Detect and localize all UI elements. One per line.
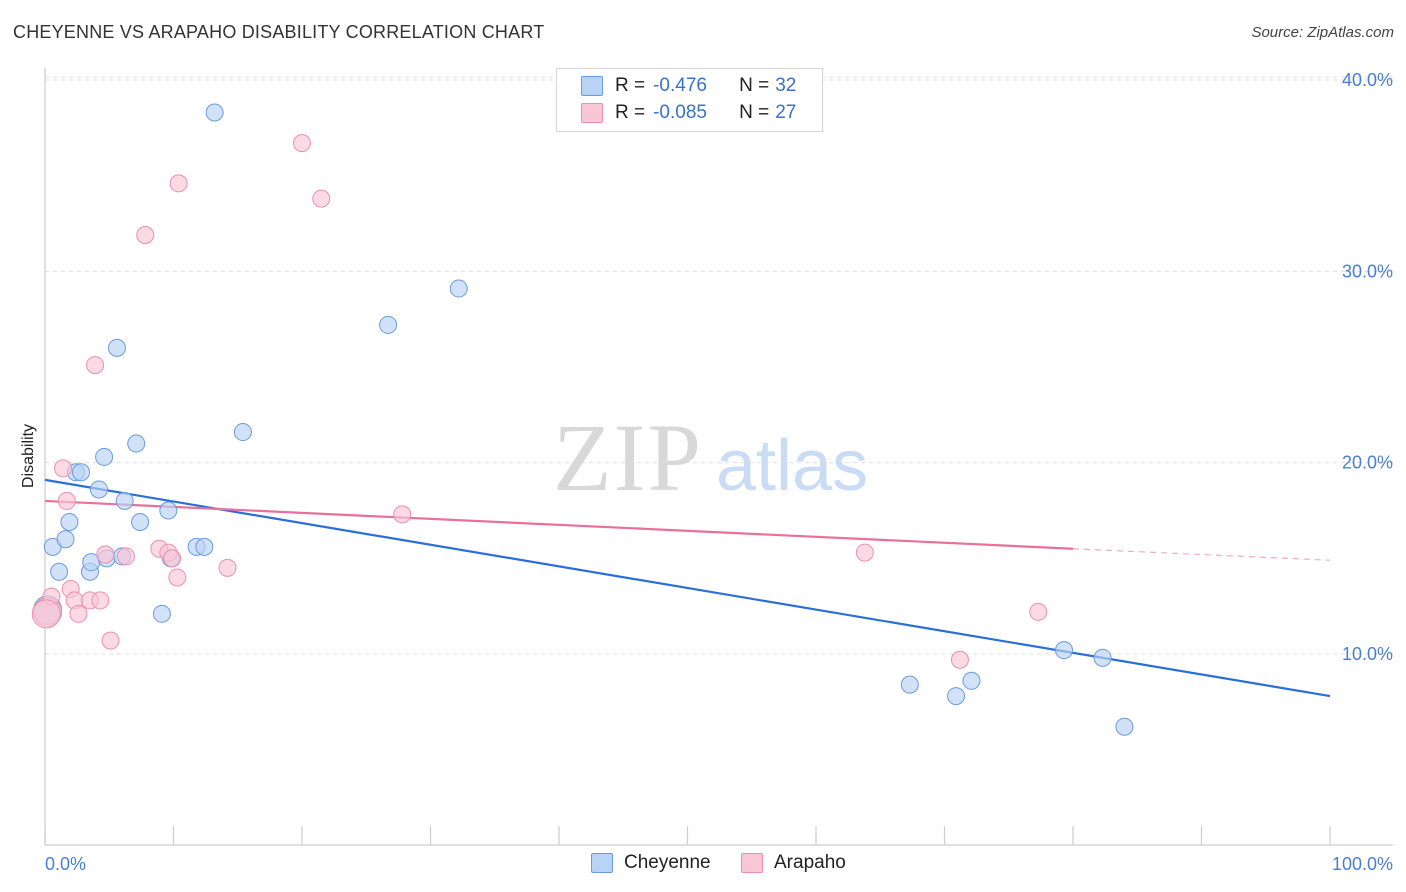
bottom-legend-arapaho-label: Arapaho <box>774 852 846 873</box>
legend-r-label: R = <box>615 102 646 123</box>
watermark: ZIP atlas <box>553 404 868 511</box>
legend-row-arapaho: R = -0.085 N = 27 <box>581 101 796 125</box>
watermark-zip: ZIP <box>553 404 703 511</box>
bottom-legend: Cheyenne Arapaho <box>0 852 1406 878</box>
legend-n-label: N = <box>739 102 770 123</box>
x-tick-label-right: 100.0% <box>1332 854 1393 874</box>
arapaho-swatch <box>741 853 763 873</box>
legend-row-cheyenne: R = -0.476 N = 32 <box>581 74 796 98</box>
cheyenne-point <box>56 530 75 549</box>
cheyenne-point <box>152 604 171 623</box>
label-layer: 10.0% 20.0% 30.0% 40.0% 0.0% 100.0% <box>45 70 1393 874</box>
y-tick-label: 10.0% <box>1342 644 1393 664</box>
arapaho-point <box>57 491 76 510</box>
cheyenne-point <box>127 434 146 453</box>
cheyenne-point <box>962 671 981 690</box>
arapaho-point <box>168 568 187 587</box>
arapaho-point <box>96 545 115 564</box>
cheyenne-point <box>233 423 252 442</box>
arapaho-point <box>393 505 412 524</box>
bottom-legend-arapaho: Arapaho <box>741 852 846 874</box>
x-tick-label-left: 0.0% <box>45 854 86 874</box>
cheyenne-point <box>71 463 90 482</box>
arapaho-point <box>116 547 135 566</box>
source-label: Source: ZipAtlas.com <box>1251 24 1394 41</box>
bottom-legend-cheyenne-label: Cheyenne <box>624 852 711 873</box>
legend-r-value: -0.085 <box>653 102 707 123</box>
arapaho-point <box>312 189 331 208</box>
cheyenne-point <box>159 501 178 520</box>
bottom-legend-cheyenne: Cheyenne <box>591 852 711 874</box>
cheyenne-point <box>1093 648 1112 667</box>
arapaho-point <box>169 174 188 193</box>
arapaho-point <box>31 599 61 629</box>
arapaho-point <box>950 650 969 669</box>
cheyenne-point <box>107 338 126 357</box>
cheyenne-point <box>60 512 79 531</box>
cheyenne-point <box>900 675 919 694</box>
chart-title: CHEYENNE VS ARAPAHO DISABILITY CORRELATI… <box>13 22 545 42</box>
arapaho-point <box>163 549 182 568</box>
y-axis-label: Disability <box>20 424 37 488</box>
cheyenne-point <box>195 537 214 556</box>
arapaho-point <box>86 356 105 375</box>
legend-r-value: -0.476 <box>653 75 707 96</box>
legend-r-label: R = <box>615 75 646 96</box>
points-layer <box>31 103 1134 736</box>
arapaho-point <box>69 604 88 623</box>
legend: R = -0.476 N = 32 R = -0.085 N = 27 <box>556 68 823 132</box>
legend-n-value: 32 <box>775 75 797 96</box>
watermark-atlas: atlas <box>716 426 868 506</box>
cheyenne-point <box>115 491 134 510</box>
arapaho-point <box>1029 602 1048 621</box>
cheyenne-trend-line <box>44 478 1331 698</box>
cheyenne-point <box>205 103 224 122</box>
arapaho-swatch <box>581 103 603 123</box>
arapaho-point <box>218 558 237 577</box>
cheyenne-point <box>1115 717 1134 736</box>
arapaho-point <box>136 225 155 244</box>
grid-layer <box>45 76 1393 655</box>
cheyenne-point <box>95 447 114 466</box>
y-tick-label: 20.0% <box>1342 453 1393 473</box>
cheyenne-swatch <box>591 853 613 873</box>
legend-n-value: 27 <box>775 102 797 123</box>
cheyenne-point <box>50 562 69 581</box>
arapaho-point <box>91 591 110 610</box>
cheyenne-point <box>379 315 398 334</box>
arapaho-point <box>53 459 72 478</box>
arapaho-trend-line <box>44 499 1074 550</box>
legend-n-label: N = <box>739 75 770 96</box>
cheyenne-swatch <box>581 76 603 96</box>
y-tick-label: 40.0% <box>1342 70 1393 90</box>
arapaho-trend-extension <box>1072 548 1331 561</box>
trend-layer <box>44 478 1331 698</box>
cheyenne-point <box>449 279 468 298</box>
axis-layer <box>44 68 1393 846</box>
arapaho-point <box>855 543 874 562</box>
cheyenne-point <box>89 480 108 499</box>
y-tick-label: 30.0% <box>1342 261 1393 281</box>
cheyenne-point <box>131 512 150 531</box>
cheyenne-point <box>947 687 966 706</box>
arapaho-point <box>293 134 311 153</box>
arapaho-point <box>101 631 120 650</box>
cheyenne-point <box>1055 641 1074 660</box>
